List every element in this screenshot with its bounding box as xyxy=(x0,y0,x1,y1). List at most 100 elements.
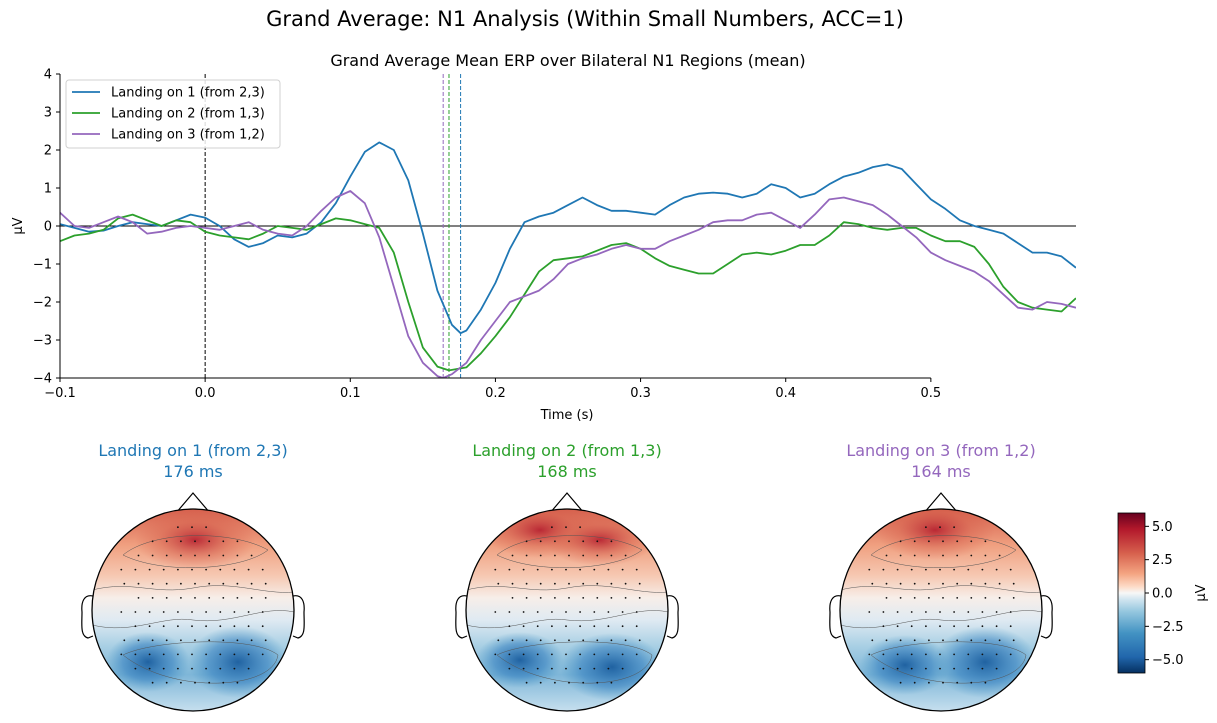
colorbar-tick-label: 0.0 xyxy=(1152,587,1173,602)
electrode-dot xyxy=(180,540,182,543)
contour-line xyxy=(496,535,643,568)
y-axis-label: µV xyxy=(11,217,26,234)
electrode-dot xyxy=(1009,568,1012,571)
electrode-dot xyxy=(607,611,610,613)
electrode-dot xyxy=(981,611,984,613)
electrode-dot xyxy=(525,597,528,599)
electrode-dot xyxy=(180,582,182,585)
x-tick-label: 0.1 xyxy=(340,386,361,401)
x-tick-label: −0.1 xyxy=(44,386,76,401)
electrode-dot xyxy=(148,625,151,628)
electrode-dot xyxy=(899,582,902,585)
electrode-dot xyxy=(539,597,542,599)
electrode-dot xyxy=(998,554,1001,557)
head-outline xyxy=(91,508,295,712)
electrode-dot xyxy=(882,611,885,613)
electrode-dot xyxy=(205,653,208,656)
topomap-field xyxy=(466,509,668,711)
electrode-dot xyxy=(956,597,959,599)
electrode-dot xyxy=(151,639,154,642)
topomap-title: Landing on 1 (from 2,3) xyxy=(98,441,287,460)
electrode-dot xyxy=(151,582,154,585)
electrode-dot xyxy=(925,625,927,628)
electrode-dot xyxy=(219,611,222,613)
electrode-dot xyxy=(582,540,585,543)
electrode-dot xyxy=(579,526,581,529)
electrode-dot xyxy=(222,540,225,543)
electrode-dot xyxy=(194,540,196,543)
electrode-dot xyxy=(511,639,514,642)
electrode-dot xyxy=(208,597,211,599)
electrode-dot xyxy=(995,625,998,628)
electrode-dot xyxy=(956,554,959,557)
electrode-dot xyxy=(582,582,585,585)
electrode-dot xyxy=(511,554,514,557)
electrode-dot xyxy=(925,526,927,529)
electrode-dot xyxy=(137,639,140,642)
electrode-dot xyxy=(177,611,179,613)
electrode-dot xyxy=(896,611,899,613)
electrode-dot xyxy=(539,540,542,543)
electrode-dot xyxy=(148,653,151,656)
electrode-dot xyxy=(956,540,959,543)
electrode-dot xyxy=(208,540,211,543)
electrode-dot xyxy=(165,540,168,543)
electrode-dot xyxy=(208,681,211,684)
electrode-dot xyxy=(942,582,944,585)
series-line-2 xyxy=(60,213,1076,372)
electrode-dot xyxy=(956,582,959,585)
electrode-dot xyxy=(194,597,196,599)
electrode-dot xyxy=(953,526,955,529)
electrode-dot xyxy=(565,568,567,571)
electrode-dot xyxy=(233,611,236,613)
electrode-dot xyxy=(579,667,581,670)
electrode-dot xyxy=(522,611,525,613)
electrode-dot xyxy=(208,554,211,557)
electrode-dot xyxy=(205,526,208,529)
electrode-dot xyxy=(219,625,222,628)
electrode-dot xyxy=(522,667,525,670)
electrode-dot xyxy=(939,568,941,571)
contour-line xyxy=(466,585,668,593)
electrode-dot xyxy=(939,667,941,670)
colorbar-tick-label: 2.5 xyxy=(1152,553,1173,568)
electrode-dot xyxy=(899,639,902,642)
electrode-dot xyxy=(582,597,585,599)
electrode-dot xyxy=(981,568,984,571)
topomap-3: Landing on 3 (from 1,2) 164 ms xyxy=(829,441,1053,712)
electrode-dot xyxy=(953,568,955,571)
electrode-dot xyxy=(151,540,154,543)
y-tick-label: 3 xyxy=(44,106,52,121)
electrode-dot xyxy=(162,667,165,670)
electrode-dot xyxy=(896,653,899,656)
electrode-dot xyxy=(554,582,556,585)
electrode-dot xyxy=(868,653,871,656)
electrode-dot xyxy=(621,667,624,670)
electrode-dot xyxy=(233,625,236,628)
electrode-dot xyxy=(621,653,624,656)
electrode-dot xyxy=(610,639,613,642)
electrode-dot xyxy=(222,639,225,642)
electrode-dot xyxy=(942,681,944,684)
electrode-dot xyxy=(522,625,525,628)
figure-title: Grand Average: N1 Analysis (Within Small… xyxy=(266,7,904,31)
electrode-dot xyxy=(596,582,599,585)
head-nose xyxy=(549,492,585,514)
electrode-dot xyxy=(939,611,941,613)
electrode-dot xyxy=(925,653,927,656)
y-tick-label: 1 xyxy=(44,182,52,197)
electrode-dot xyxy=(621,625,624,628)
electrode-dot xyxy=(953,625,955,628)
electrode-dot xyxy=(942,554,944,557)
electrode-dot xyxy=(177,568,179,571)
electrode-dot xyxy=(194,681,196,684)
electrode-dot xyxy=(205,611,208,613)
electrode-dot xyxy=(565,653,567,656)
electrode-dot xyxy=(995,611,998,613)
electrode-dot xyxy=(928,582,930,585)
electrode-dot xyxy=(1009,625,1012,628)
electrode-dot xyxy=(151,554,154,557)
electrode-dot xyxy=(970,681,973,684)
electrode-dot xyxy=(568,540,570,543)
electrode-dot xyxy=(554,681,556,684)
